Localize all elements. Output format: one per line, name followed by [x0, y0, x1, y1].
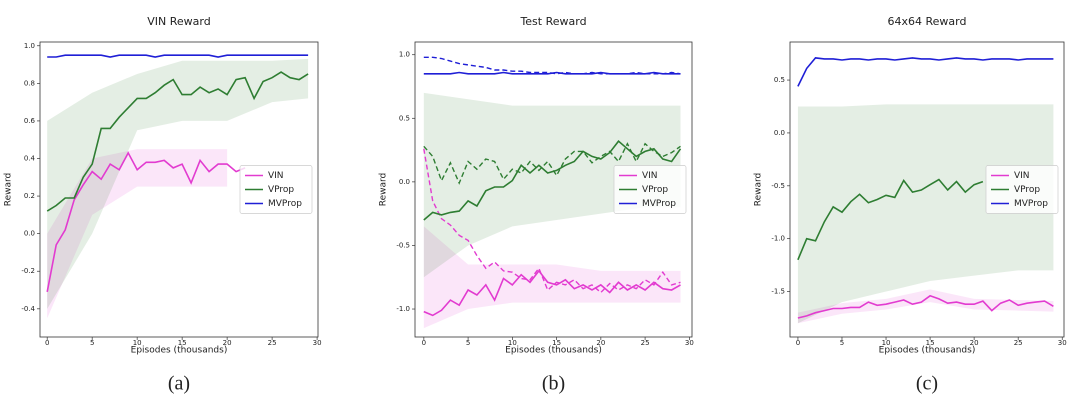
- legend-box: [613, 165, 687, 214]
- line: [423, 140, 682, 221]
- caption: (a): [168, 373, 190, 395]
- legend-box: [985, 165, 1059, 214]
- axes-frame: [414, 41, 693, 338]
- chart-title: Test Reward: [519, 15, 586, 28]
- y-tick-label: 0.8: [24, 79, 35, 87]
- line: [797, 178, 984, 261]
- legend-label: MVProp: [268, 199, 302, 209]
- y-tick-label: -0.2: [21, 267, 35, 275]
- x-tick-label: 15: [926, 339, 935, 347]
- y-tick-label: 0.0: [399, 178, 410, 186]
- axes-frame: [39, 41, 319, 338]
- y-tick-label: 1.0: [399, 51, 410, 59]
- x-tick-label: 10: [133, 339, 142, 347]
- error-band: [423, 226, 681, 329]
- panel: VIN Reward (a) Episodes (thousands) Reward 0…: [4, 15, 322, 395]
- x-tick-label: 25: [1014, 339, 1023, 347]
- line: [46, 71, 309, 212]
- x-tick-label: 5: [466, 339, 470, 347]
- x-tick-label: 15: [552, 339, 561, 347]
- line: [47, 54, 309, 58]
- y-tick-label: 0.0: [24, 230, 35, 238]
- x-axis-label: Episodes (thousands): [505, 346, 602, 356]
- y-tick-label: 0.6: [24, 117, 36, 125]
- x-tick-label: 25: [641, 339, 650, 347]
- y-tick-label: -0.4: [21, 305, 35, 313]
- legend-label: MVProp: [642, 199, 676, 209]
- y-tick-label: -1.5: [771, 288, 785, 296]
- legend-label: VIN: [642, 171, 658, 181]
- dashed-line: [423, 56, 681, 75]
- x-tick-label: 10: [508, 339, 517, 347]
- y-tick-label: -1.0: [396, 305, 410, 313]
- y-axis-label: Reward: [379, 173, 389, 207]
- x-tick-label: 15: [178, 339, 187, 347]
- error-band: [47, 149, 228, 319]
- x-tick-label: 5: [90, 339, 94, 347]
- legend-label: VIN: [1014, 171, 1030, 181]
- y-axis-label: Reward: [4, 173, 14, 207]
- x-tick-label: 30: [1058, 339, 1067, 347]
- x-tick-label: 20: [970, 339, 979, 347]
- caption: (c): [916, 373, 938, 395]
- panel: 64x64 Reward (c) Episodes (thousands) Rewar…: [754, 15, 1067, 395]
- x-tick-label: 5: [840, 339, 844, 347]
- axes-frame: [789, 41, 1065, 338]
- error-band: [47, 58, 309, 309]
- y-tick-label: 1.0: [24, 42, 35, 50]
- x-tick-label: 30: [313, 339, 322, 347]
- x-tick-label: 10: [882, 339, 891, 347]
- x-tick-label: 20: [596, 339, 605, 347]
- x-axis-label: Episodes (thousands): [131, 346, 228, 356]
- line: [423, 269, 681, 317]
- y-tick-label: -1.0: [771, 235, 785, 243]
- caption: (b): [542, 373, 565, 395]
- x-axis-label: Episodes (thousands): [879, 346, 976, 356]
- y-tick-label: 0.5: [399, 114, 410, 122]
- line: [797, 57, 1054, 87]
- x-tick-label: 0: [796, 339, 800, 347]
- dashed-line: [423, 142, 681, 185]
- dashed-line: [423, 148, 681, 294]
- y-tick-label: 0.4: [24, 154, 36, 162]
- y-tick-label: 0.5: [774, 76, 785, 84]
- x-tick-label: 0: [422, 339, 426, 347]
- y-tick-label: -0.5: [396, 241, 410, 249]
- error-band: [797, 289, 1054, 324]
- error-band: [423, 92, 681, 278]
- y-tick-label: 0.2: [24, 192, 35, 200]
- legend-box: [239, 165, 313, 214]
- legend-label: VProp: [268, 185, 294, 195]
- legend-label: MVProp: [1014, 199, 1048, 209]
- y-tick-label: -0.5: [771, 182, 785, 190]
- legend-label: VIN: [268, 171, 284, 181]
- chart-title: 64x64 Reward: [888, 15, 967, 28]
- y-axis-label: Reward: [754, 173, 764, 207]
- chart-title: VIN Reward: [147, 15, 210, 28]
- x-tick-label: 25: [268, 339, 277, 347]
- x-tick-label: 20: [223, 339, 232, 347]
- legend-label: VProp: [642, 185, 668, 195]
- x-tick-label: 0: [45, 339, 49, 347]
- line: [797, 294, 1054, 319]
- panel: Test Reward (b) Episodes (thousands) Reward…: [379, 15, 694, 395]
- error-band: [797, 104, 1054, 324]
- x-tick-label: 30: [685, 339, 694, 347]
- line: [46, 151, 246, 293]
- legend-label: VProp: [1014, 185, 1040, 195]
- y-tick-label: 0.0: [774, 129, 785, 137]
